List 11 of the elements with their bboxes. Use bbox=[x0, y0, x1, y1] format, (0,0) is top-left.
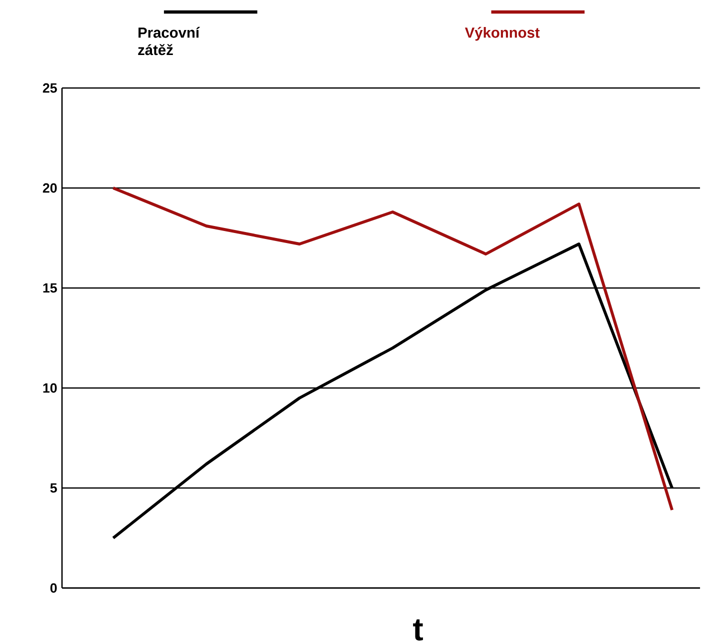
y-tick-label: 10 bbox=[43, 383, 57, 393]
y-tick-label: 25 bbox=[42, 83, 57, 93]
text: Pracovní zátěž bbox=[138, 26, 200, 56]
y-tick-label: 5 bbox=[50, 483, 57, 493]
y-tick-label: 0 bbox=[50, 583, 57, 593]
y-tick-label: 15 bbox=[43, 283, 57, 293]
line-series bbox=[112, 242, 674, 540]
y-tick-label: 20 bbox=[42, 183, 57, 193]
line-series bbox=[112, 186, 674, 512]
x-axis-title: t bbox=[413, 619, 423, 641]
text: Výkonnost bbox=[464, 26, 540, 41]
